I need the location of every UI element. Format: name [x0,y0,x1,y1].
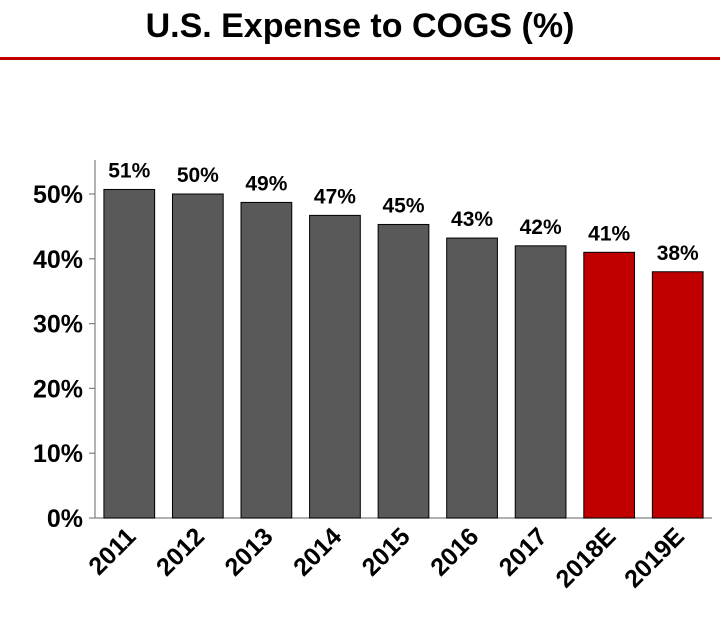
y-tick-label: 10% [33,440,83,468]
x-tick-label: 2017 [494,522,553,581]
y-tick-label: 30% [33,311,83,339]
x-tick-label: 2018E [550,522,621,593]
bar [651,271,704,519]
title-divider [0,57,720,60]
y-tick-label: 20% [33,375,83,403]
x-tick-label: 2016 [425,522,484,581]
y-tick-label: 0% [47,505,83,533]
data-label: 47% [314,185,356,208]
y-tick-label: 40% [33,246,83,274]
data-label: 38% [657,242,699,265]
x-tick-label: 2014 [288,522,347,581]
bar [583,251,636,519]
data-label: 49% [245,172,287,195]
bar [377,223,430,519]
page-title: U.S. Expense to COGS (%) [145,7,575,45]
data-label: 50% [177,164,219,187]
data-label: 41% [588,222,630,245]
bar [240,201,293,519]
data-label: 51% [108,159,150,182]
x-tick-label: 2012 [151,522,210,581]
bar [514,245,567,519]
data-label: 42% [520,216,562,239]
bar [171,193,224,519]
x-tick-label: 2011 [83,522,141,580]
x-tick-label: 2013 [219,522,278,581]
data-label: 43% [451,208,493,231]
bar [446,237,498,519]
y-tick-label: 50% [33,181,83,209]
bar [103,188,156,519]
x-tick-label: 2019E [619,522,690,593]
data-label: 45% [382,194,424,217]
bar [309,214,361,519]
x-tick-label: 2015 [357,522,416,581]
